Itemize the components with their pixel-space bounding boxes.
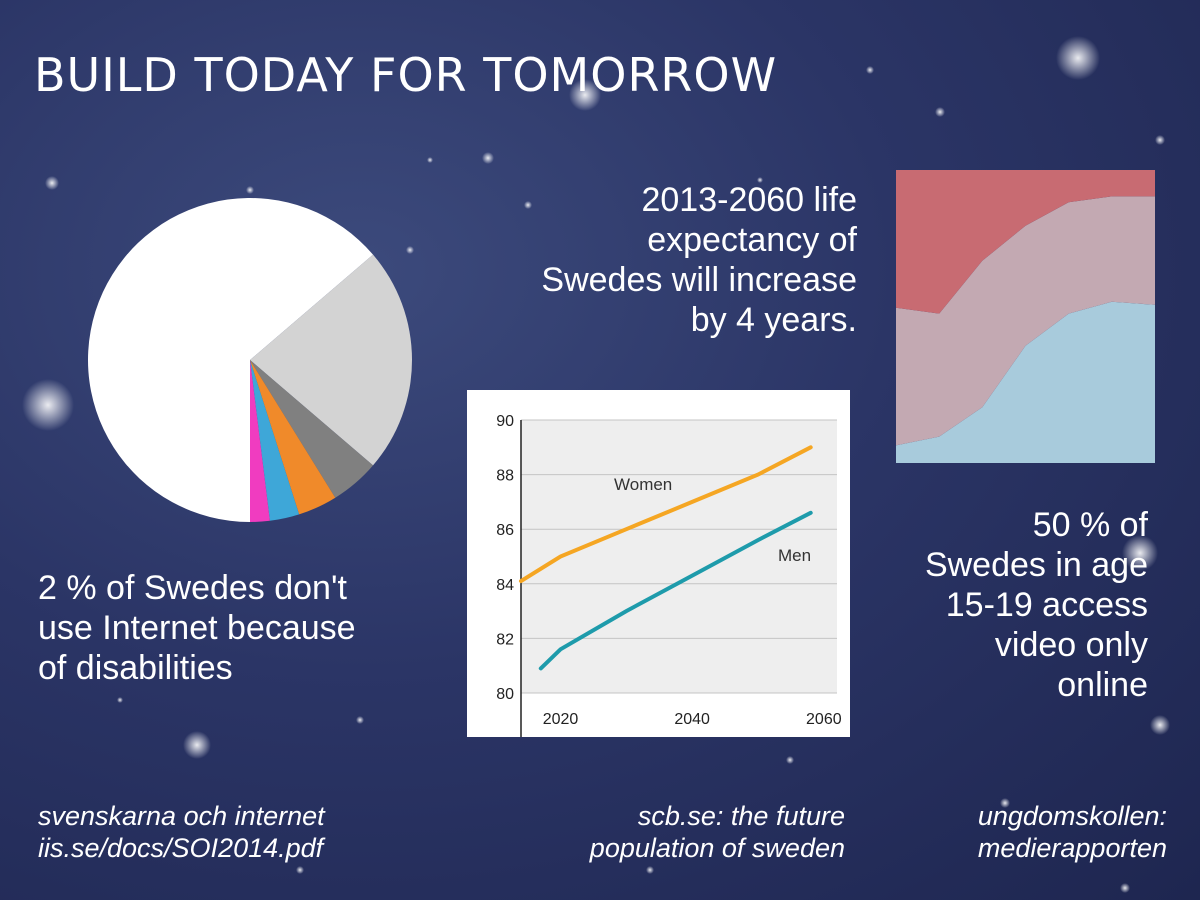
star: [1056, 36, 1100, 80]
stat-video-line: 50 % of: [1032, 506, 1148, 544]
star: [117, 697, 123, 703]
x-tick-label: 2060: [806, 711, 842, 728]
y-tick-label: 90: [496, 413, 514, 430]
area-series: [896, 170, 1155, 314]
source-line: medierapporten: [977, 833, 1167, 863]
star: [45, 176, 59, 190]
source-line: svenskarna och internet: [38, 801, 325, 831]
star: [1155, 135, 1165, 145]
source-line: scb.se: the future: [637, 801, 845, 831]
star: [1122, 535, 1158, 571]
star: [569, 79, 601, 111]
star: [866, 66, 874, 74]
star: [482, 152, 494, 164]
star: [935, 107, 945, 117]
star: [646, 866, 654, 874]
pie-slice: [250, 254, 412, 466]
stat-life-line: Swedes will increase: [541, 261, 857, 299]
star: [1000, 798, 1010, 808]
stat-disability-line: 2 % of Swedes don't: [38, 569, 347, 607]
y-tick-label: 86: [496, 522, 514, 539]
star: [356, 716, 364, 724]
source-line: ungdomskollen:: [977, 801, 1167, 831]
star: [296, 866, 304, 874]
area-series: [896, 301, 1155, 463]
source-middle: scb.se: the future population of sweden: [590, 800, 845, 864]
star: [406, 246, 414, 254]
source-line: population of sweden: [589, 833, 845, 863]
pie-slice: [250, 360, 300, 521]
x-tick-label: 2020: [543, 711, 579, 728]
source-line: iis.se/docs/SOI2014.pdf: [38, 833, 324, 863]
stat-video-line: video only: [994, 626, 1148, 664]
stat-video: 50 % of Swedes in age 15-19 access video…: [925, 505, 1148, 705]
star: [757, 177, 763, 183]
star: [524, 201, 532, 209]
y-tick-label: 82: [496, 631, 514, 648]
star: [1120, 883, 1130, 893]
series-line-women: [519, 445, 813, 584]
source-right: ungdomskollen: medierapporten: [978, 800, 1167, 864]
stat-video-line: Swedes in age: [924, 546, 1148, 584]
stat-video-line: 15-19 access: [945, 586, 1148, 624]
stat-life-line: 2013-2060 life: [641, 181, 857, 219]
x-tick-label: 2040: [674, 711, 710, 728]
stat-disability-line: of disabilities: [38, 649, 233, 687]
star: [183, 731, 211, 759]
y-tick-label: 80: [496, 686, 514, 703]
life-expectancy-line-chart: 80 82 84 86 88 90 2020 2040 2060 Women Men: [467, 390, 850, 737]
series-label-women: Women: [614, 475, 672, 494]
series-line-men: [538, 510, 813, 671]
stat-life-line: by 4 years.: [690, 301, 857, 339]
pie-slice: [250, 360, 270, 522]
series-label-men: Men: [778, 546, 811, 565]
stat-life-expectancy: 2013-2060 life expectancy of Swedes will…: [541, 180, 857, 340]
pie-slice: [250, 360, 374, 498]
star: [246, 186, 254, 194]
stat-disability: 2 % of Swedes don't use Internet because…: [38, 568, 356, 688]
plot-area: [521, 420, 837, 693]
star: [427, 157, 433, 163]
y-tick-label: 84: [496, 577, 514, 594]
y-tick-label: 88: [496, 468, 514, 485]
star: [22, 379, 74, 431]
star: [1150, 715, 1170, 735]
pie-chart: [88, 197, 412, 522]
star: [786, 756, 794, 764]
pie-slice: [250, 360, 336, 515]
stat-video-line: online: [1057, 666, 1148, 704]
area-series: [896, 196, 1155, 446]
pie-slice: [88, 197, 374, 522]
stat-life-line: expectancy of: [647, 221, 857, 259]
video-stacked-area-chart: [896, 170, 1155, 463]
source-left: svenskarna och internet iis.se/docs/SOI2…: [38, 800, 325, 864]
page-title: BUILD TODAY FOR TOMORROW: [34, 48, 778, 102]
stat-disability-line: use Internet because: [38, 609, 356, 647]
